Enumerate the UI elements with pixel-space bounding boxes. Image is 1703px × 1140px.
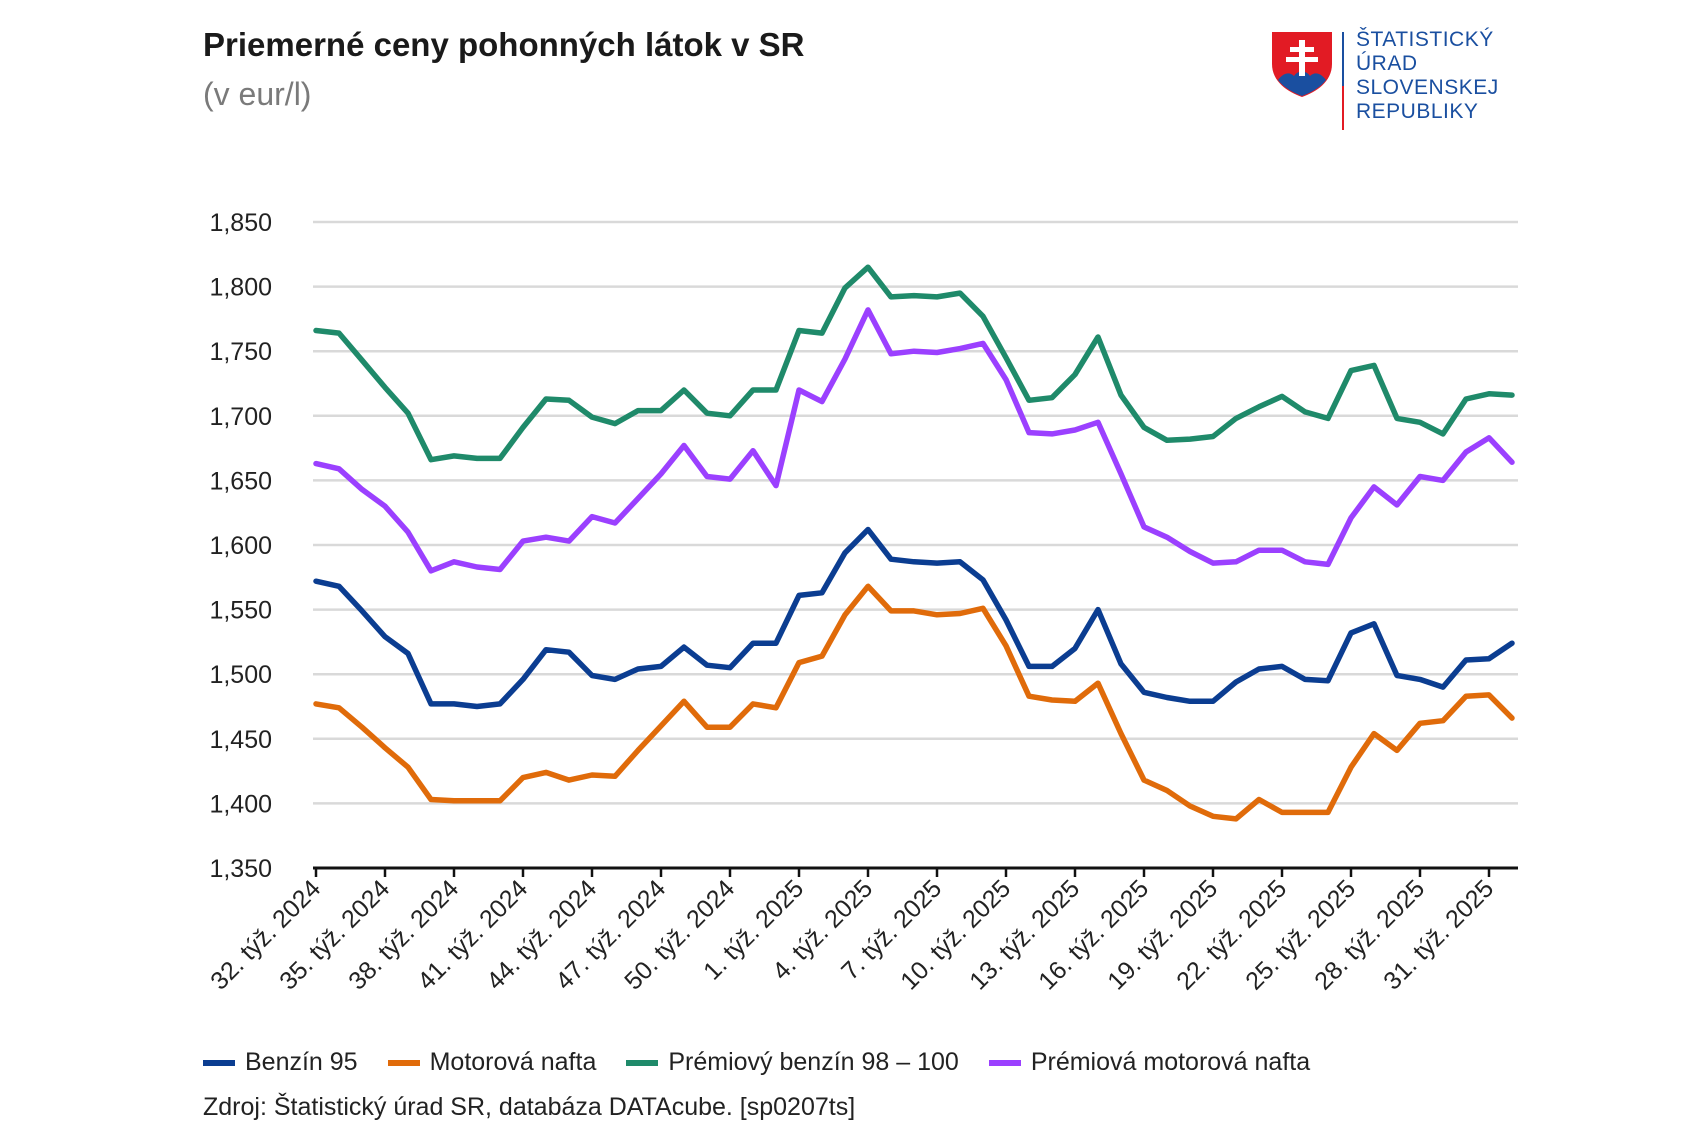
- logo-line: REPUBLIKY: [1356, 100, 1479, 123]
- logo-line: ÚRAD: [1356, 52, 1418, 75]
- y-tick-label: 1,500: [209, 661, 272, 689]
- y-tick-label: 1,350: [209, 855, 272, 883]
- y-tick-label: 1,600: [209, 532, 272, 560]
- series-line: [313, 307, 1515, 574]
- line-chart: 1,350 1,400 1,450 1,500 1,550 1,600 1,650 1,700…: [205, 209, 1518, 995]
- legend-swatch: [988, 1059, 1021, 1066]
- logo-line: ŠTATISTICKÝ: [1356, 28, 1494, 51]
- legend-item: Prémiový benzín 98 – 100: [626, 1048, 959, 1077]
- y-tick-label: 1,650: [209, 467, 272, 495]
- series-line: [313, 526, 1515, 710]
- y-tick-label: 1,700: [209, 403, 272, 431]
- legend-swatch: [203, 1059, 235, 1066]
- y-tick-label: 1,400: [209, 790, 272, 818]
- legend-label: Prémiová motorová nafta: [1030, 1048, 1311, 1076]
- legend-item: Benzín 95: [203, 1048, 358, 1077]
- legend-item: Motorová nafta: [387, 1048, 597, 1077]
- logo-divider: [1342, 32, 1344, 130]
- logo-org-name: ŠTATISTICKÝ ÚRAD SLOVENSKEJ REPUBLIKY: [1356, 28, 1499, 124]
- y-tick-label: 1,850: [209, 209, 272, 237]
- y-tick-label: 1,800: [209, 274, 272, 302]
- chart-legend: Benzín 95 Motorová nafta Prémiový benzín 9…: [203, 1048, 1340, 1077]
- y-tick-label: 1,450: [209, 726, 272, 754]
- legend-swatch: [387, 1059, 420, 1066]
- y-tick-label: 1,550: [209, 597, 272, 625]
- legend-item: Prémiová motorová nafta: [988, 1048, 1311, 1077]
- legend-swatch: [626, 1059, 659, 1066]
- series-line: [313, 264, 1515, 463]
- legend-label: Benzín 95: [245, 1048, 358, 1076]
- statistical-office-logo: ŠTATISTICKÝ ÚRAD SLOVENSKEJ REPUBLIKY: [1270, 28, 1530, 138]
- chart-subtitle: (v eur/l): [203, 76, 312, 112]
- legend-label: Prémiový benzín 98 – 100: [668, 1048, 959, 1076]
- legend-label: Motorová nafta: [429, 1048, 597, 1076]
- series-line: [313, 583, 1515, 822]
- chart-title: Priemerné ceny pohonných látok v SR: [203, 26, 805, 63]
- y-tick-label: 1,750: [209, 338, 272, 366]
- coat-of-arms-icon: [1272, 32, 1332, 97]
- source-note: Zdroj: Štatistický úrad SR, databáza DAT…: [203, 1093, 856, 1121]
- logo-line: SLOVENSKEJ: [1356, 76, 1499, 99]
